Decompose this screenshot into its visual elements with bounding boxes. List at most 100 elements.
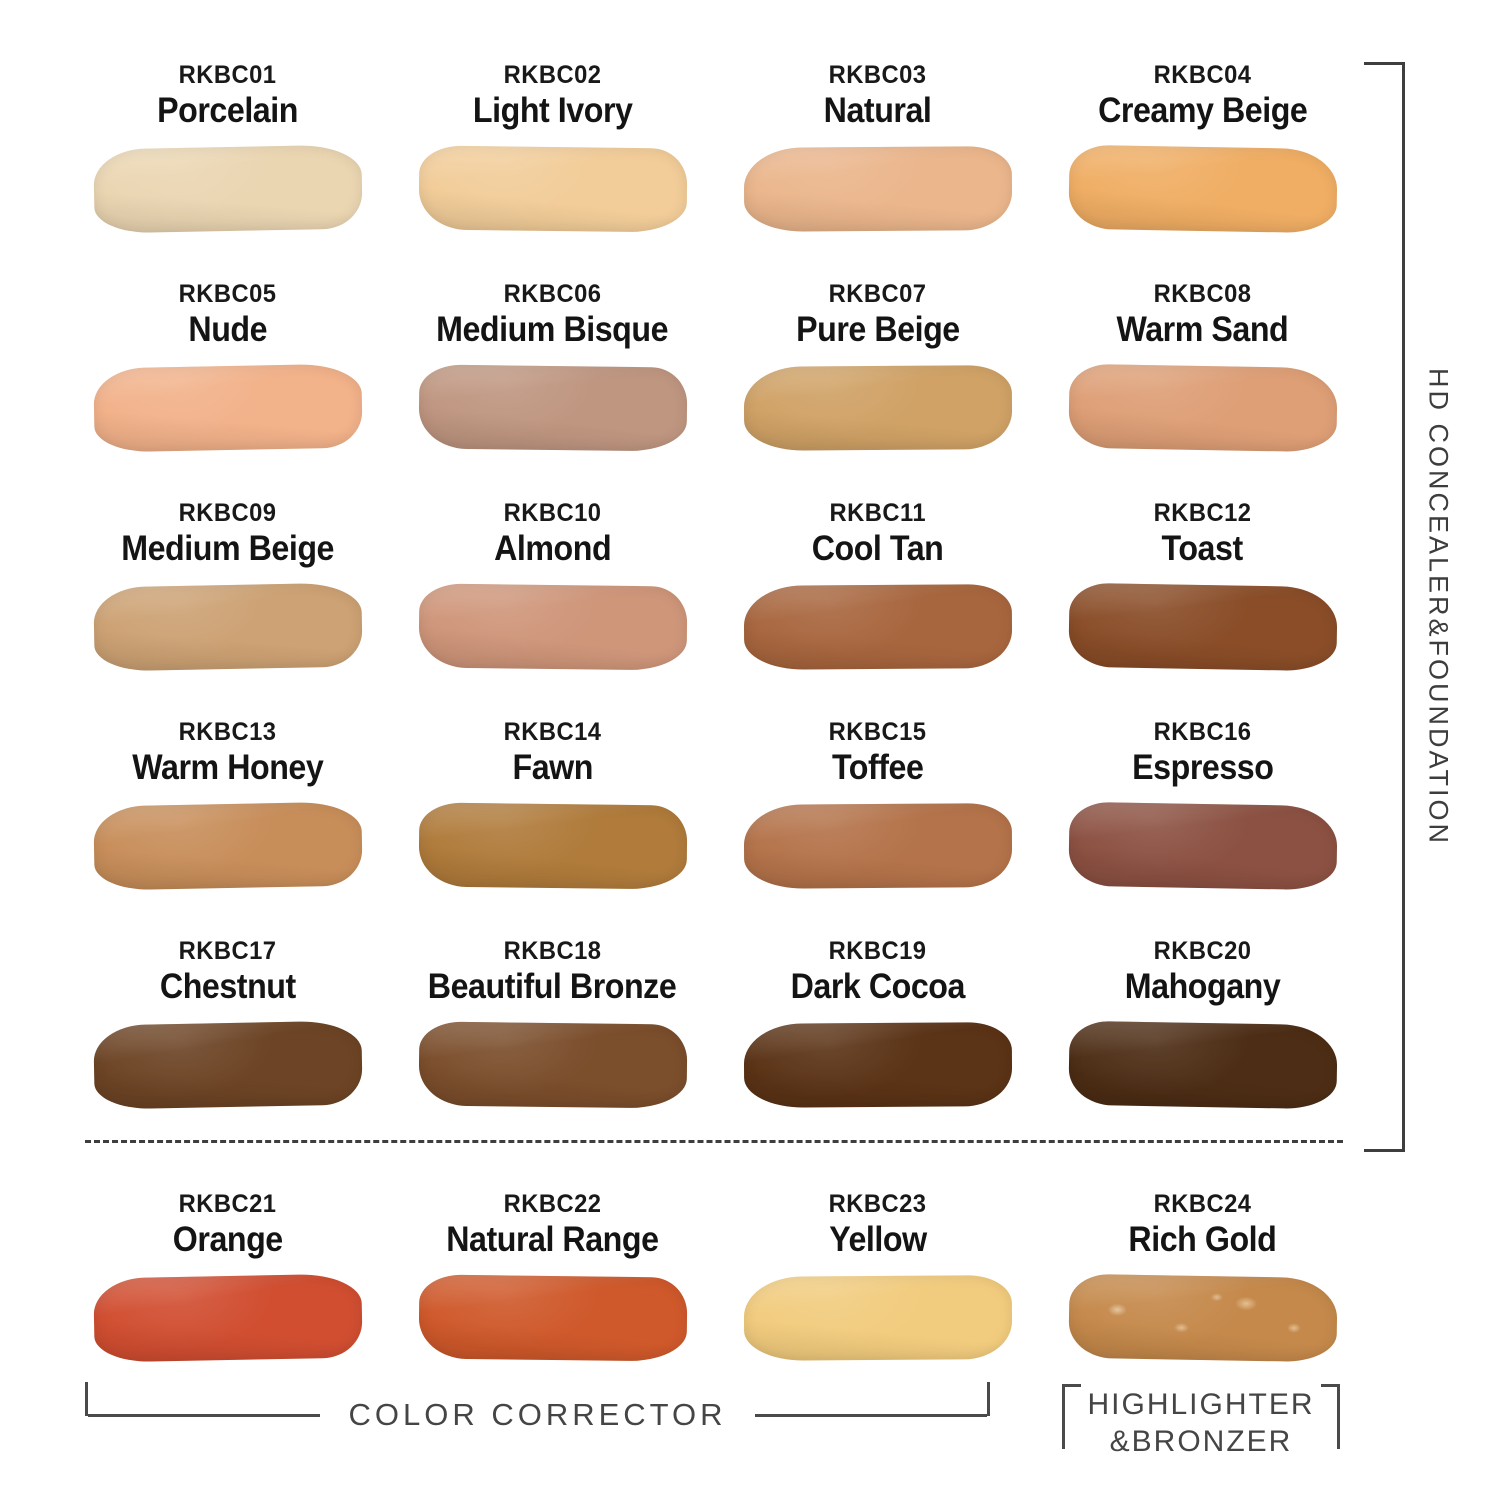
shade-code: RKBC03 [828, 61, 927, 89]
shade-code: RKBC21 [178, 1190, 277, 1218]
shade-code: RKBC01 [178, 61, 277, 89]
shade-swatch [743, 803, 1012, 889]
shade-cell-rkbc06: RKBC06 Medium Bisque [390, 257, 715, 476]
shade-code: RKBC15 [828, 718, 927, 746]
shade-name: Orange [172, 1220, 283, 1259]
shade-swatch [417, 1021, 688, 1109]
right-bracket-bottom-tick [1364, 1149, 1405, 1152]
shade-name: Toast [1161, 529, 1244, 568]
highlighter-bracket-right-corner [1321, 1384, 1340, 1449]
shade-code: RKBC05 [178, 280, 277, 308]
shade-name: Creamy Beige [1097, 91, 1308, 130]
shade-cell-rkbc01: RKBC01 Porcelain [65, 38, 390, 257]
shade-cell-rkbc18: RKBC18 Beautiful Bronze [390, 914, 715, 1133]
shade-code: RKBC04 [1153, 61, 1252, 89]
shade-name: Beautiful Bronze [428, 967, 677, 1006]
shade-code: RKBC22 [503, 1190, 602, 1218]
shade-name: Light Ivory [472, 91, 633, 130]
shade-name: Cool Tan [811, 529, 944, 568]
shade-name: Pure Beige [795, 310, 960, 349]
shade-swatch [92, 144, 363, 234]
color-corrector-left-line [88, 1413, 321, 1417]
shade-cell-rkbc09: RKBC09 Medium Beige [65, 476, 390, 695]
shade-cell-rkbc07: RKBC07 Pure Beige [715, 257, 1040, 476]
shade-cell-rkbc23: RKBC23 Yellow [715, 1133, 1040, 1383]
shade-cell-rkbc05: RKBC05 Nude [65, 257, 390, 476]
dashed-divider [85, 1140, 1343, 1143]
shade-name: Toffee [831, 748, 924, 787]
shade-swatch [417, 1274, 688, 1362]
right-bracket-label-wrap: HD CONCEALER&FOUNDATION [1412, 62, 1464, 1152]
shade-name: Porcelain [157, 91, 298, 130]
shade-cell-rkbc16: RKBC16 Espresso [1040, 695, 1365, 914]
color-corrector-right-tick [987, 1382, 991, 1416]
shade-code: RKBC08 [1153, 280, 1252, 308]
shade-cell-rkbc17: RKBC17 Chestnut [65, 914, 390, 1133]
shade-swatch [743, 1022, 1012, 1108]
shade-name: Yellow [828, 1220, 927, 1259]
shade-swatch [743, 146, 1012, 232]
shade-name: Chestnut [159, 967, 296, 1006]
shade-name: Medium Beige [121, 529, 334, 568]
shade-swatch [743, 1275, 1012, 1361]
shade-swatch [417, 364, 688, 452]
highlighter-label-line1: HIGHLIGHTER [1087, 1388, 1315, 1421]
shade-swatch [1067, 801, 1338, 891]
shade-cell-rkbc03: RKBC03 Natural [715, 38, 1040, 257]
shade-swatch [743, 365, 1012, 451]
shade-name: Espresso [1131, 748, 1274, 787]
shade-code: RKBC19 [828, 937, 927, 965]
shade-code: RKBC07 [828, 280, 927, 308]
shade-cell-rkbc11: RKBC11 Cool Tan [715, 476, 1040, 695]
shade-cell-rkbc02: RKBC02 Light Ivory [390, 38, 715, 257]
shade-name: Fawn [512, 748, 593, 787]
shade-swatch [743, 584, 1012, 670]
right-bracket-top-tick [1364, 62, 1405, 65]
color-corrector-right-line [754, 1413, 988, 1417]
shade-code: RKBC09 [178, 499, 277, 527]
shade-swatch [1067, 1020, 1338, 1110]
highlighter-bronzer-label: HIGHLIGHTER &BRONZER [1081, 1384, 1321, 1462]
shade-cell-rkbc19: RKBC19 Dark Cocoa [715, 914, 1040, 1133]
shade-swatch [92, 801, 363, 891]
shade-code: RKBC17 [178, 937, 277, 965]
shade-swatch [92, 1273, 363, 1363]
hd-concealer-foundation-label: HD CONCEALER&FOUNDATION [1423, 367, 1454, 847]
shade-cell-rkbc10: RKBC10 Almond [390, 476, 715, 695]
shade-swatch [92, 363, 363, 453]
shade-cell-rkbc14: RKBC14 Fawn [390, 695, 715, 914]
shade-cell-rkbc08: RKBC08 Warm Sand [1040, 257, 1365, 476]
shade-name: Medium Bisque [436, 310, 669, 349]
color-corrector-bracket: COLOR CORRECTOR [85, 1382, 991, 1448]
shade-swatch [1067, 363, 1338, 453]
shade-name: Natural Range [446, 1220, 659, 1259]
shade-code: RKBC20 [1153, 937, 1252, 965]
highlighter-bracket-left-corner [1062, 1384, 1081, 1449]
shade-cell-rkbc22: RKBC22 Natural Range [390, 1133, 715, 1383]
shade-cell-rkbc20: RKBC20 Mahogany [1040, 914, 1365, 1133]
shade-code: RKBC18 [503, 937, 602, 965]
shade-swatch [1067, 144, 1338, 234]
right-bracket-line [1402, 62, 1405, 1152]
shade-code: RKBC13 [178, 718, 277, 746]
shade-cell-rkbc12: RKBC12 Toast [1040, 476, 1365, 695]
highlighter-label-line2: &BRONZER [1109, 1425, 1293, 1458]
shade-code: RKBC06 [503, 280, 602, 308]
shade-name: Almond [493, 529, 612, 568]
shade-swatch [92, 1020, 363, 1110]
shade-swatch [417, 802, 688, 890]
shade-code: RKBC10 [503, 499, 602, 527]
shade-name: Dark Cocoa [790, 967, 965, 1006]
shade-code: RKBC14 [503, 718, 602, 746]
shade-cell-rkbc21: RKBC21 Orange [65, 1133, 390, 1383]
shade-name: Mahogany [1124, 967, 1281, 1006]
shade-name: Rich Gold [1128, 1220, 1277, 1259]
shade-cell-rkbc24: RKBC24 Rich Gold [1040, 1133, 1365, 1383]
shade-name: Warm Sand [1116, 310, 1289, 349]
shade-swatch [417, 145, 688, 233]
shade-name: Nude [188, 310, 267, 349]
shade-code: RKBC23 [828, 1190, 927, 1218]
shade-grid: RKBC01 Porcelain RKBC02 Light Ivory RKBC… [65, 38, 1365, 1383]
shade-name: Natural [823, 91, 932, 130]
